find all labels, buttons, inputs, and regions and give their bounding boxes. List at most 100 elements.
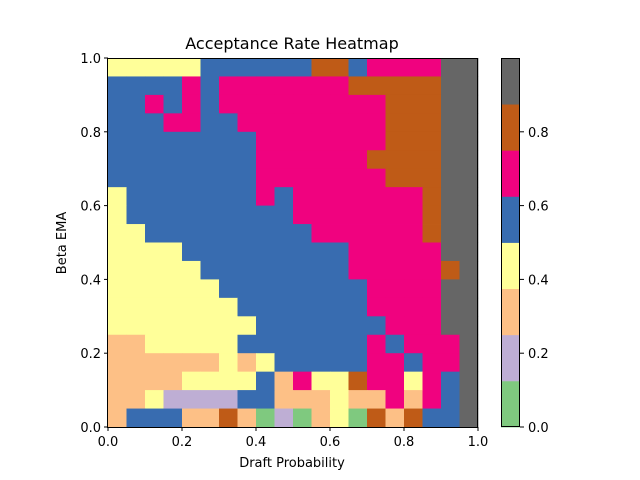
heatmap-cell: [311, 260, 331, 280]
heatmap-cell: [311, 242, 331, 262]
heatmap-cell: [219, 371, 238, 391]
x-tick-label: 0.2: [172, 435, 193, 450]
chart-title: Acceptance Rate Heatmap: [185, 34, 398, 53]
heatmap-cell: [145, 390, 164, 409]
heatmap-cell: [237, 260, 257, 280]
heatmap-cell: [404, 150, 423, 170]
heatmap-cells: [108, 58, 479, 428]
heatmap-cell: [293, 113, 312, 133]
heatmap-cell: [404, 187, 423, 206]
colorbar-tick-label: 0.0: [528, 421, 549, 436]
heatmap-cell: [145, 131, 164, 151]
heatmap-cell: [145, 371, 164, 391]
heatmap-cell: [441, 113, 460, 133]
heatmap-cell: [367, 131, 386, 151]
heatmap-cell: [422, 260, 442, 280]
heatmap-cell: [108, 113, 127, 133]
heatmap-cell: [200, 279, 220, 299]
heatmap-cell: [385, 150, 405, 170]
heatmap-cell: [441, 168, 460, 188]
x-tick-label: 0.0: [98, 435, 119, 450]
y-axis-label: Beta EMA: [55, 212, 70, 275]
heatmap-cell: [459, 76, 479, 96]
heatmap-cell: [459, 297, 479, 317]
heatmap-cell: [330, 150, 349, 170]
heatmap-cell: [182, 334, 201, 354]
heatmap-cell: [367, 279, 386, 299]
heatmap-cell: [441, 58, 460, 77]
heatmap-cell: [293, 187, 312, 206]
heatmap-cell: [219, 334, 238, 354]
heatmap-cell: [182, 168, 201, 188]
heatmap-cell: [311, 371, 331, 391]
heatmap-cell: [126, 297, 146, 317]
heatmap-cell: [422, 242, 442, 262]
heatmap-cell: [422, 94, 442, 114]
heatmap-cell: [404, 76, 423, 96]
heatmap-cell: [330, 242, 349, 262]
y-tick-label: 1.0: [80, 52, 101, 67]
heatmap-cell: [330, 113, 349, 133]
heatmap-cell: [256, 371, 275, 391]
heatmap-cell: [163, 150, 183, 170]
heatmap-cell: [163, 205, 183, 225]
heatmap-cell: [200, 205, 220, 225]
heatmap-cell: [256, 58, 275, 77]
heatmap-cell: [256, 224, 275, 243]
heatmap-cell: [182, 260, 201, 280]
heatmap-cell: [459, 242, 479, 262]
heatmap-cell: [108, 316, 127, 336]
heatmap-cell: [441, 334, 460, 354]
heatmap-cell: [348, 76, 368, 96]
heatmap-cell: [274, 94, 294, 114]
heatmap-cell: [219, 205, 238, 225]
heatmap-cell: [182, 316, 201, 336]
heatmap-cell: [330, 131, 349, 151]
heatmap-cell: [330, 168, 349, 188]
heatmap-cell: [348, 187, 368, 206]
heatmap-cell: [237, 279, 257, 299]
heatmap-cell: [385, 316, 405, 336]
heatmap-cell: [311, 334, 331, 354]
heatmap-cell: [126, 76, 146, 96]
heatmap-cell: [200, 113, 220, 133]
heatmap-cell: [385, 242, 405, 262]
heatmap-cell: [404, 224, 423, 243]
x-tick-label: 0.6: [320, 435, 341, 450]
heatmap-cell: [256, 113, 275, 133]
heatmap-cell: [274, 150, 294, 170]
heatmap-cell: [163, 224, 183, 243]
heatmap-cell: [108, 131, 127, 151]
heatmap-cell: [348, 224, 368, 243]
heatmap-cell: [126, 242, 146, 262]
colorbar-segment: [501, 334, 520, 382]
heatmap-cell: [145, 279, 164, 299]
heatmap-cell: [274, 334, 294, 354]
y-tick-label: 0.4: [80, 273, 101, 288]
heatmap-cell: [274, 408, 294, 428]
heatmap-cell: [441, 224, 460, 243]
heatmap-cell: [145, 297, 164, 317]
heatmap-cell: [367, 168, 386, 188]
heatmap-cell: [219, 224, 238, 243]
heatmap-cell: [293, 131, 312, 151]
heatmap-cell: [145, 260, 164, 280]
heatmap-cell: [293, 297, 312, 317]
heatmap-cell: [404, 408, 423, 428]
heatmap-cell: [348, 390, 368, 409]
heatmap-cell: [311, 316, 331, 336]
heatmap-cell: [422, 150, 442, 170]
heatmap-cell: [237, 334, 257, 354]
heatmap-cell: [441, 353, 460, 373]
heatmap-cell: [385, 279, 405, 299]
heatmap-cell: [330, 205, 349, 225]
heatmap-cell: [367, 334, 386, 354]
heatmap-cell: [108, 168, 127, 188]
x-axis: 0.0 0.2 0.4 0.6 0.8 1.0: [98, 427, 488, 450]
heatmap-cell: [404, 390, 423, 409]
heatmap-cell: [459, 279, 479, 299]
heatmap-cell: [219, 390, 238, 409]
heatmap-cell: [219, 242, 238, 262]
heatmap-cell: [441, 150, 460, 170]
heatmap-cell: [108, 224, 127, 243]
